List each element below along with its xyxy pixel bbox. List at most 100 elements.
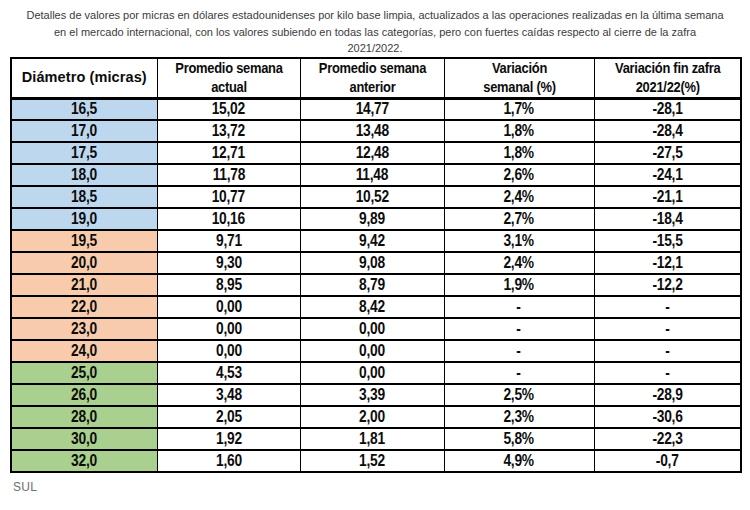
cell-promedio-anterior: 0,00 — [300, 318, 444, 340]
cell-text: -27,5 — [652, 144, 682, 162]
cell-text: 1,60 — [216, 452, 242, 470]
cell-variacion-zafra: -12,2 — [594, 274, 741, 296]
table-row: 28,02,052,002,3%-30,6 — [11, 406, 741, 428]
cell-promedio-actual: 0,00 — [157, 318, 300, 340]
cell-text: 0,00 — [216, 320, 242, 338]
cell-text: 18,0 — [71, 166, 97, 184]
cell-text: 1,8% — [504, 122, 534, 140]
cell-variacion-semanal: 1,8% — [444, 142, 594, 164]
table-row: 24,00,000,00-- — [11, 340, 741, 362]
cell-diametro: 22,0 — [11, 296, 157, 318]
cell-promedio-actual: 11,78 — [157, 164, 300, 186]
source-label: SUL — [13, 480, 37, 494]
cell-text: 8,42 — [359, 298, 385, 316]
cell-text: 3,48 — [216, 386, 242, 404]
cell-text: 9,30 — [216, 254, 242, 272]
cell-variacion-semanal: - — [444, 362, 594, 384]
table-caption: Detalles de valores por micras en dólare… — [25, 7, 725, 57]
cell-promedio-anterior: 11,48 — [300, 164, 444, 186]
cell-variacion-zafra: - — [594, 318, 741, 340]
cell-promedio-actual: 1,60 — [157, 450, 300, 472]
column-header-variacion-zafra: Variación fin zafra2021/22(%) — [594, 58, 741, 98]
cell-variacion-zafra: -30,6 — [594, 406, 741, 428]
cell-promedio-actual: 2,05 — [157, 406, 300, 428]
cell-variacion-semanal: - — [444, 318, 594, 340]
cell-text: -21,1 — [652, 188, 682, 206]
cell-variacion-semanal: 2,6% — [444, 164, 594, 186]
cell-text: 4,53 — [216, 364, 242, 382]
cell-variacion-semanal: 1,8% — [444, 120, 594, 142]
cell-text: 1,81 — [359, 430, 385, 448]
cell-variacion-semanal: - — [444, 340, 594, 362]
cell-diametro: 24,0 — [11, 340, 157, 362]
cell-text: 32,0 — [71, 452, 97, 470]
cell-variacion-zafra: - — [594, 362, 741, 384]
cell-text: - — [665, 320, 669, 338]
cell-diametro: 17,0 — [11, 120, 157, 142]
wool-prices-table: Diámetro (micras) Promedio semanaactual … — [10, 57, 742, 473]
cell-variacion-zafra: -15,5 — [594, 230, 741, 252]
header-row: Diámetro (micras) Promedio semanaactual … — [11, 58, 741, 98]
cell-promedio-actual: 9,30 — [157, 252, 300, 274]
cell-text: 9,89 — [359, 210, 385, 228]
column-header-diametro: Diámetro (micras) — [11, 58, 157, 98]
cell-text: 2,00 — [359, 408, 385, 426]
cell-text: 28,0 — [71, 408, 97, 426]
cell-text: 13,72 — [212, 122, 245, 140]
cell-promedio-anterior: 9,08 — [300, 252, 444, 274]
cell-variacion-zafra: -22,3 — [594, 428, 741, 450]
cell-variacion-zafra: -28,4 — [594, 120, 741, 142]
cell-variacion-semanal: 1,9% — [444, 274, 594, 296]
cell-text: 21,0 — [71, 276, 97, 294]
table-row: 18,0 11,78 11,48 2,6%-24,1 — [11, 164, 741, 186]
cell-variacion-zafra: -24,1 — [594, 164, 741, 186]
cell-diametro: 21,0 — [11, 274, 157, 296]
cell-variacion-semanal: 2,5% — [444, 384, 594, 406]
header-text: Diámetro (micras) — [14, 69, 155, 87]
cell-diametro: 18,0 — [11, 164, 157, 186]
cell-text: 1,92 — [216, 430, 242, 448]
cell-text: 10,52 — [355, 188, 388, 206]
cell-variacion-semanal: 5,8% — [444, 428, 594, 450]
cell-text: 2,7% — [504, 210, 534, 228]
cell-text: 10,16 — [212, 210, 245, 228]
cell-promedio-actual: 10,16 — [157, 208, 300, 230]
column-header-promedio-anterior: Promedio semanaanterior — [300, 58, 444, 98]
cell-diametro: 25,0 — [11, 362, 157, 384]
cell-text: 4,9% — [504, 452, 534, 470]
cell-promedio-actual: 0,00 — [157, 296, 300, 318]
cell-text: 26,0 — [71, 386, 97, 404]
table-row: 22,00,008,42-- — [11, 296, 741, 318]
column-header-variacion-semanal: Variaciónsemanal (%) — [444, 58, 594, 98]
cell-diametro: 32,0 — [11, 450, 157, 472]
cell-text: - — [517, 320, 521, 338]
cell-text: -12,2 — [652, 276, 682, 294]
header-text: Promedio semana — [312, 59, 432, 77]
cell-text: 18,5 — [71, 188, 97, 206]
table-row: 32,01,601,524,9%-0,7 — [11, 450, 741, 472]
cell-text: 9,08 — [359, 254, 385, 272]
header-text: 2021/22(%) — [606, 78, 728, 96]
cell-promedio-anterior: 14,77 — [300, 98, 444, 120]
cell-promedio-actual: 10,77 — [157, 186, 300, 208]
cell-text: 23,0 — [71, 320, 97, 338]
cell-variacion-semanal: 3,1% — [444, 230, 594, 252]
cell-diametro: 16,5 — [11, 98, 157, 120]
cell-text: - — [665, 298, 669, 316]
cell-text: 15,02 — [212, 100, 245, 118]
cell-text: 12,48 — [355, 144, 388, 162]
cell-variacion-zafra: -21,1 — [594, 186, 741, 208]
cell-promedio-anterior: 8,79 — [300, 274, 444, 296]
header-text: semanal (%) — [457, 78, 582, 96]
cell-text: 1,7% — [504, 100, 534, 118]
cell-text: 13,48 — [355, 122, 388, 140]
cell-text: 1,52 — [359, 452, 385, 470]
table-row: 17,512,7112,481,8%-27,5 — [11, 142, 741, 164]
table-row: 18,510,7710,522,4%-21,1 — [11, 186, 741, 208]
cell-variacion-zafra: - — [594, 296, 741, 318]
cell-variacion-semanal: 2,4% — [444, 252, 594, 274]
table-row: 23,0 0,00 0,00 - - — [11, 318, 741, 340]
cell-text: - — [517, 364, 521, 382]
cell-text: 11,48 — [356, 166, 388, 184]
cell-variacion-zafra: -18,4 — [594, 208, 741, 230]
